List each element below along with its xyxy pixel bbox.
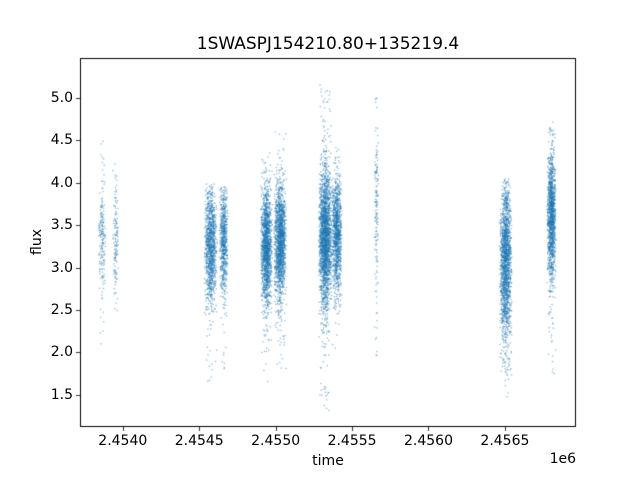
- x-tick-label: 2.4545: [174, 433, 224, 449]
- y-tick-label: 5.0: [50, 89, 73, 106]
- x-tick-label: 2.4550: [251, 433, 301, 449]
- y-tick-label: 3.0: [50, 259, 73, 276]
- y-tick-label: 2.0: [50, 344, 73, 361]
- x-tick-label: 2.4565: [480, 433, 530, 449]
- x-axis-label: time: [312, 453, 344, 469]
- y-axis-label: flux: [29, 229, 45, 255]
- y-tick-label: 2.5: [50, 301, 73, 318]
- y-tick-label: 4.0: [50, 174, 73, 191]
- y-tick-label: 1.5: [50, 386, 73, 403]
- y-tick-label: 4.5: [50, 132, 73, 149]
- x-tick-label: 2.4540: [98, 433, 148, 449]
- x-tick-label: 2.4555: [327, 433, 377, 449]
- chart-title: 1SWASPJ154210.80+135219.4: [196, 34, 460, 54]
- y-tick-label: 3.5: [50, 217, 73, 234]
- x-tick-label: 2.4560: [403, 433, 453, 449]
- x-axis-offset-label: 1e6: [549, 451, 576, 467]
